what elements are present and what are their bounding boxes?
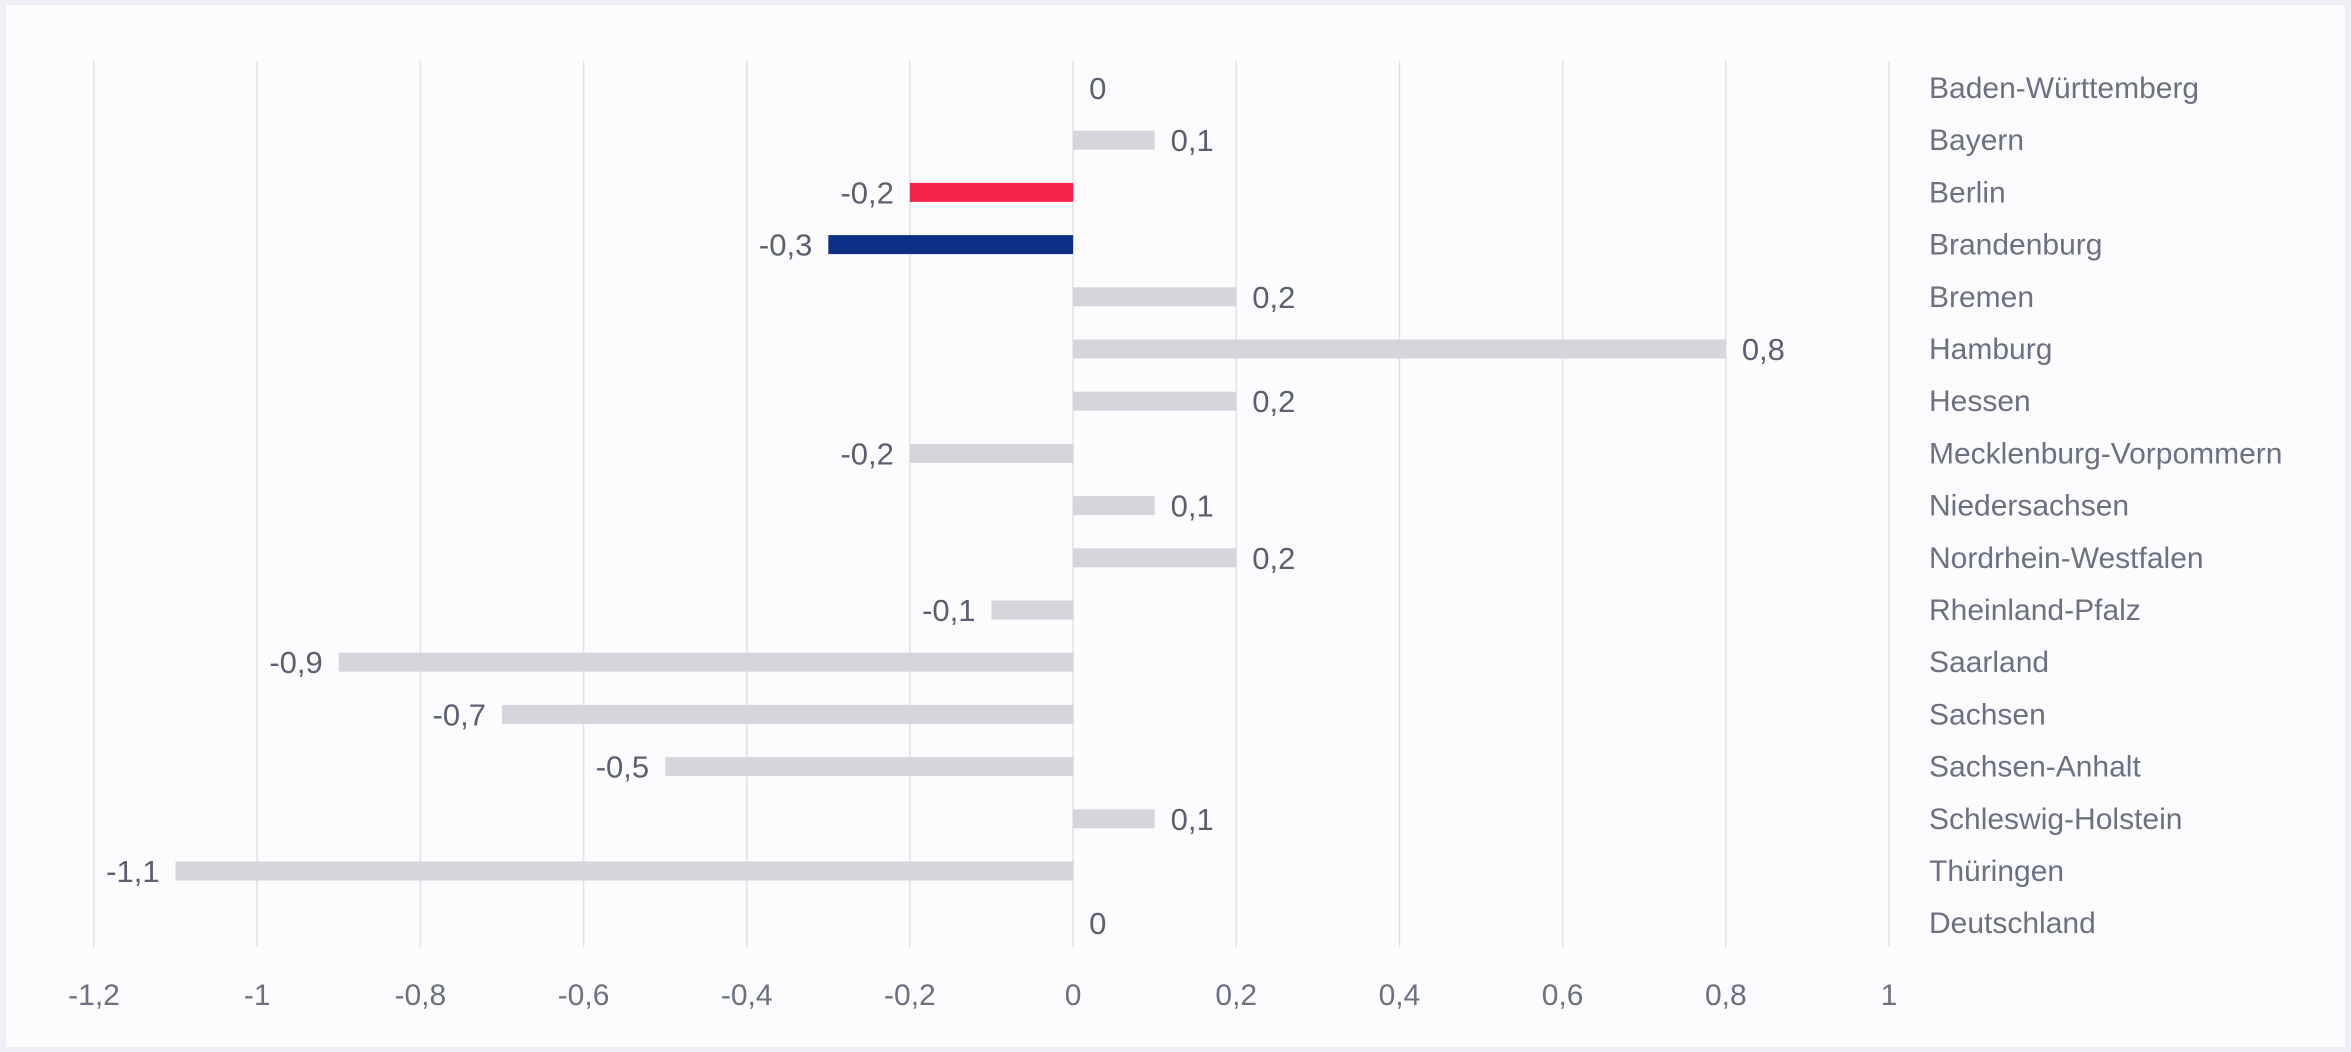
data-label: 0 [1089, 71, 1106, 106]
bar [1073, 809, 1155, 829]
category-label: Saarland [1929, 646, 2049, 679]
bar [1073, 391, 1237, 411]
data-label: -0,9 [269, 645, 322, 680]
category-label: Schleswig-Holstein [1929, 803, 2182, 836]
bar [909, 182, 1074, 202]
category-label: Sachsen-Anhalt [1929, 751, 2141, 784]
data-label: -0,1 [922, 593, 975, 628]
bars [175, 130, 1726, 881]
category-label: Thüringen [1929, 855, 2064, 888]
data-label: -0,5 [596, 750, 649, 785]
value-labels: 0 0,1 -0,2 -0,3 0,2 0,8 0,2 -0,2 0,1 0,2 -0,1 -0,9 -… [106, 71, 1785, 941]
category-label: Hamburg [1929, 333, 2052, 366]
category-label: Mecklenburg-Vorpommern [1929, 437, 2282, 470]
x-tick-label: 0,6 [1542, 979, 1584, 1012]
category-labels: Baden-Württemberg Bayern Berlin Brandenburg… [1929, 72, 2282, 940]
category-label: Niedersachsen [1929, 490, 2129, 523]
bar [991, 600, 1074, 620]
data-label: -1,1 [106, 854, 159, 889]
x-tick-label: -0,2 [884, 979, 936, 1012]
x-tick-label: 1 [1881, 979, 1898, 1012]
data-label: 0 [1089, 906, 1106, 941]
data-label: 0,1 [1171, 123, 1214, 158]
category-label: Nordrhein-Westfalen [1929, 542, 2204, 575]
bar [909, 443, 1074, 463]
category-label: Brandenburg [1929, 229, 2102, 262]
bar [665, 757, 1074, 777]
category-label: Sachsen [1929, 698, 2046, 731]
bar [828, 235, 1074, 255]
x-tick-label: -0,8 [395, 979, 447, 1012]
category-label: Hessen [1929, 385, 2031, 418]
bar [1073, 130, 1155, 150]
x-tick-label: -0,6 [558, 979, 610, 1012]
data-label: 0,2 [1252, 384, 1295, 419]
data-label: -0,7 [433, 697, 486, 732]
category-label: Berlin [1929, 176, 2006, 209]
category-label: Bayern [1929, 124, 2024, 157]
bar [1073, 287, 1237, 307]
data-label: -0,2 [840, 436, 893, 471]
bar [338, 652, 1074, 672]
grid-lines [93, 61, 1890, 947]
category-label: Baden-Württemberg [1929, 72, 2199, 105]
data-label: 0,1 [1171, 802, 1214, 837]
x-tick-label: -0,4 [721, 979, 773, 1012]
bar [1073, 548, 1237, 568]
x-tick-label: 0,4 [1379, 979, 1421, 1012]
chart-card: 0 0,1 -0,2 -0,3 0,2 0,8 0,2 -0,2 0,1 0,2 -0,1 -0,9 -… [6, 5, 2345, 1047]
data-label: -0,2 [840, 175, 893, 210]
bar [1073, 339, 1726, 359]
bar [175, 861, 1074, 881]
data-label: 0,2 [1252, 280, 1295, 315]
data-label: 0,1 [1171, 489, 1214, 524]
bar [501, 704, 1074, 724]
bar-chart: 0 0,1 -0,2 -0,3 0,2 0,8 0,2 -0,2 0,1 0,2 -0,1 -0,9 -… [68, 61, 2282, 1012]
data-label: 0,2 [1252, 541, 1295, 576]
x-tick-label: -1,2 [68, 979, 120, 1012]
x-tick-label: -1 [244, 979, 271, 1012]
data-label: -0,3 [759, 228, 812, 263]
x-tick-label: 0,8 [1705, 979, 1747, 1012]
category-label: Bremen [1929, 281, 2034, 314]
x-tick-label: 0,2 [1215, 979, 1257, 1012]
data-label: 0,8 [1742, 332, 1785, 367]
category-label: Deutschland [1929, 907, 2096, 940]
category-label: Rheinland-Pfalz [1929, 594, 2141, 627]
x-tick-label: 0 [1065, 979, 1082, 1012]
x-axis-tick-labels: -1,2 -1 -0,8 -0,6 -0,4 -0,2 0 0,2 0,4 0,6 0,8 1 [68, 979, 1897, 1012]
bar [1073, 496, 1155, 516]
